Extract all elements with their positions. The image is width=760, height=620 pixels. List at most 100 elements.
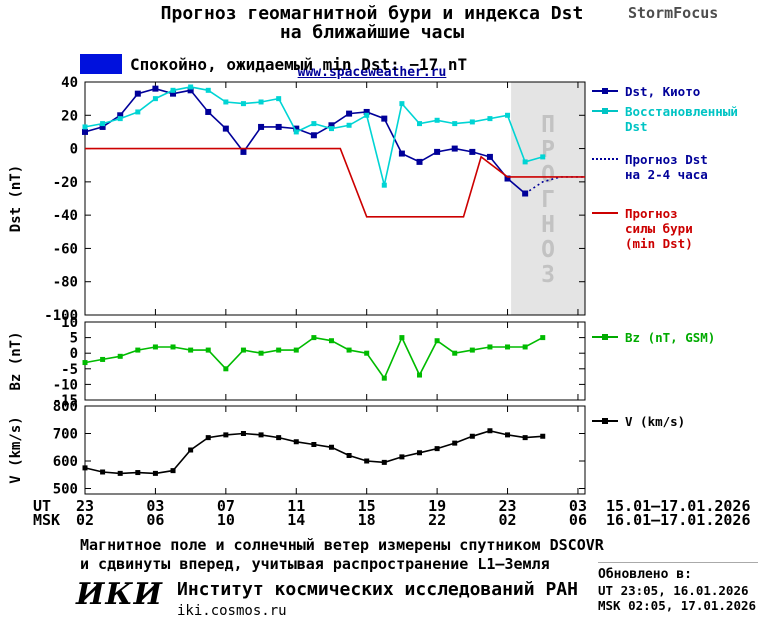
dst-kyoto-marker xyxy=(275,123,282,130)
legend-item-storm-forecast: Прогноз силы бури (min Dst) xyxy=(592,206,693,251)
bz-marker xyxy=(364,350,370,356)
status-row: Спокойно, ожидаемый min Dst: −17 nT xyxy=(80,54,467,74)
dst-restored-marker xyxy=(505,112,511,118)
bz-ytick-label: -5 xyxy=(61,362,78,378)
bz-marker xyxy=(328,338,334,344)
dst-restored-marker xyxy=(293,129,299,135)
v-marker xyxy=(452,440,458,446)
legend-label: Dst, Киото xyxy=(625,84,701,99)
website-link[interactable]: www.spaceweather.ru xyxy=(297,65,447,80)
legend-marker-dotted-line xyxy=(592,158,618,160)
bz-marker xyxy=(346,347,352,353)
v-marker xyxy=(188,447,194,453)
dst-axis-title: Dst (nT) xyxy=(8,165,24,232)
dst-kyoto-marker xyxy=(486,153,493,160)
bz-line xyxy=(84,335,544,380)
xtick-label: 19 xyxy=(428,497,446,515)
bz-marker xyxy=(170,344,176,350)
bz-marker xyxy=(258,350,264,356)
dst-restored-marker xyxy=(381,182,387,188)
v-marker xyxy=(381,459,387,465)
dst-restored-marker xyxy=(100,121,106,127)
xtick-label: 23 xyxy=(76,497,94,515)
dst-restored-marker xyxy=(223,99,229,105)
institute-site-link[interactable]: iki.cosmos.ru xyxy=(176,603,287,619)
dst-ytick-label: -60 xyxy=(53,241,78,257)
legend-item-v: V (km/s) xyxy=(592,414,685,429)
xtick-label: 23 xyxy=(499,497,517,515)
page-title: Прогноз геомагнитной бури и индекса Dst … xyxy=(0,4,744,80)
dst-kyoto-marker xyxy=(134,90,141,97)
legend-marker-square xyxy=(592,108,618,114)
ut-date-range: 15.01–17.01.2026 xyxy=(606,497,751,515)
bz-marker xyxy=(117,353,123,359)
dst-restored-marker xyxy=(469,119,475,125)
dst-restored-marker xyxy=(417,121,423,127)
title-line1: Прогноз геомагнитной бури и индекса Dst xyxy=(160,3,584,24)
v-marker xyxy=(135,470,141,476)
legend-marker-square xyxy=(592,88,618,94)
v-marker xyxy=(170,468,176,474)
bz-marker xyxy=(100,356,106,362)
v-marker xyxy=(540,433,546,439)
bz-marker xyxy=(434,338,440,344)
dst-restored-marker xyxy=(328,126,334,132)
legend-marker-square xyxy=(592,418,618,424)
dst-ytick-label: -40 xyxy=(53,208,78,224)
dst-restored-marker xyxy=(205,87,211,93)
dst-restored-marker xyxy=(311,121,317,127)
bz-ytick-label: 10 xyxy=(61,315,78,331)
forecast-region-letter: Г xyxy=(541,187,555,213)
status-color-box xyxy=(80,54,122,74)
v-panel-border xyxy=(84,405,586,495)
dst-restored-marker xyxy=(170,87,176,93)
dst-ytick-label: -80 xyxy=(53,275,78,291)
dst-restored-marker xyxy=(487,116,493,122)
dst-restored-marker xyxy=(117,116,123,122)
footnote-line2: и сдвинуты вперед, учитывая распростране… xyxy=(80,555,550,573)
v-ytick-label: 600 xyxy=(53,454,78,470)
brand-label: StormFocus xyxy=(628,4,719,22)
bz-marker xyxy=(293,347,299,353)
v-marker xyxy=(311,442,317,447)
legend-label: V (km/s) xyxy=(625,414,686,429)
xtick-label: 10 xyxy=(217,511,235,529)
v-marker xyxy=(328,444,334,450)
updated-label: Обновлено в: xyxy=(598,567,692,582)
v-marker xyxy=(100,469,106,475)
v-axis-title: V (km/s) xyxy=(8,416,24,483)
dst-restored-marker xyxy=(276,96,282,102)
xtick-label: 03 xyxy=(569,497,587,515)
bz-marker xyxy=(276,347,282,353)
v-marker xyxy=(505,432,511,438)
bz-marker xyxy=(452,350,458,356)
legend-label: Восстановленный Dst xyxy=(625,104,738,134)
forecast-region-letter: О xyxy=(541,162,555,188)
v-marker xyxy=(276,435,282,441)
legend-item-dst-forecast: Прогноз Dst на 2-4 часа xyxy=(592,152,708,182)
legend-item-restored-dst: Восстановленный Dst xyxy=(592,104,738,134)
bz-marker xyxy=(522,344,528,350)
v-marker xyxy=(240,431,246,436)
xtick-label: 11 xyxy=(287,497,305,515)
bz-ytick-label: -15 xyxy=(53,393,78,409)
dst-restored-marker xyxy=(152,96,158,102)
dst-restored-marker xyxy=(258,99,264,105)
dst-kyoto-marker xyxy=(258,123,265,130)
bz-marker xyxy=(487,344,493,350)
xtick-label: 14 xyxy=(287,511,305,529)
bz-marker xyxy=(311,335,317,341)
dst-panel-border xyxy=(84,81,586,316)
dst-kyoto-marker xyxy=(434,148,441,155)
dst-kyoto-marker xyxy=(293,125,300,132)
bz-marker xyxy=(540,335,546,341)
bz-marker xyxy=(223,366,229,372)
v-ytick-label: 800 xyxy=(53,399,78,415)
xtick-label: 03 xyxy=(146,497,164,515)
dst-kyoto-marker xyxy=(310,132,317,139)
chart-legend: Dst, Киото Восстановленный Dst Прогноз D… xyxy=(592,84,760,464)
dst-kyoto-marker xyxy=(416,158,423,165)
bz-marker xyxy=(240,347,246,353)
updated-msk: MSK 02:05, 17.01.2026 xyxy=(598,598,757,613)
xtick-label: 22 xyxy=(428,511,446,529)
